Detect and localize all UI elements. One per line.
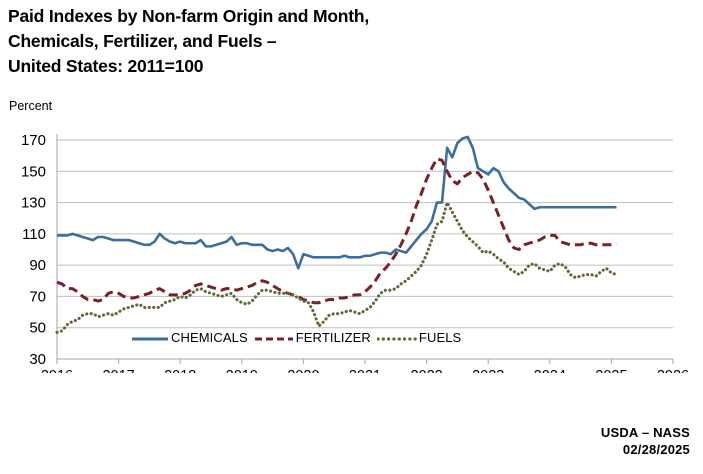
chart-plot-area: 30 50 70 90 110 130 150 170 2016 2017 2018 2019 2020…	[0, 128, 703, 373]
y-tick-label: 90	[29, 257, 46, 274]
x-tick-label: 2020	[287, 368, 319, 373]
y-tick-label: 70	[29, 288, 46, 305]
series-line-chemicals	[57, 135, 617, 270]
x-tick-label: 2018	[164, 368, 196, 373]
chart-legend: CHEMICALS FERTILIZER FUELS	[131, 330, 467, 345]
legend-item-chemicals: CHEMICALS	[131, 330, 254, 345]
x-tick-label: 2024	[534, 368, 566, 373]
x-tick-label: 2019	[226, 368, 258, 373]
legend-swatch-fuels	[376, 332, 418, 343]
legend-swatch-chemicals	[131, 332, 169, 343]
y-tick-label: 150	[21, 163, 46, 180]
footer-date: 02/28/2025	[622, 442, 690, 457]
legend-item-fertilizer: FERTILIZER	[254, 330, 377, 345]
x-tick-label: 2026	[657, 368, 689, 373]
chart-title-block: Paid Indexes by Non-farm Origin and Mont…	[8, 4, 608, 79]
legend-item-fuels: FUELS	[376, 330, 467, 345]
footer-agency: USDA – NASS	[600, 425, 690, 440]
chart-title-line-3: United States: 2011=100	[8, 56, 204, 76]
x-tick-label: 2023	[472, 368, 504, 373]
series-line-fuels	[55, 201, 619, 334]
chart-title-line-1: Paid Indexes by Non-farm Origin and Mont…	[8, 6, 370, 26]
y-tick-label: 130	[21, 195, 46, 212]
x-tick-label: 2021	[349, 368, 381, 373]
series-line-fertilizer	[56, 157, 617, 305]
y-tick-label: 110	[22, 226, 46, 243]
legend-swatch-fertilizer	[254, 332, 294, 343]
x-tick-label: 2025	[595, 368, 627, 373]
x-tick-label: 2017	[102, 368, 134, 373]
y-tick-label: 50	[29, 320, 46, 337]
legend-label-fertilizer: FERTILIZER	[295, 330, 371, 345]
legend-label-fuels: FUELS	[418, 330, 462, 345]
y-tick-label: 30	[29, 351, 46, 368]
y-axis-title: Percent	[9, 99, 53, 113]
line-chart-svg: 30 50 70 90 110 130 150 170 2016 2017 2018 2019 2020…	[21, 132, 689, 373]
chart-footer: USDA – NASS 02/28/2025	[601, 424, 690, 458]
y-tick-label: 170	[21, 132, 46, 149]
x-tick-label: 2016	[41, 368, 73, 373]
x-tick-label: 2022	[410, 368, 442, 373]
legend-label-chemicals: CHEMICALS	[171, 330, 248, 345]
chart-title-line-2: Chemicals, Fertilizer, and Fuels –	[8, 31, 277, 51]
